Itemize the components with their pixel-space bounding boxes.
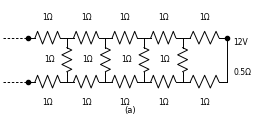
Text: 1Ω: 1Ω xyxy=(158,13,169,22)
Text: 12V: 12V xyxy=(234,38,248,47)
Text: (a): (a) xyxy=(124,106,136,115)
Text: 1Ω: 1Ω xyxy=(44,55,55,64)
Text: 1Ω: 1Ω xyxy=(121,55,132,64)
Text: 1Ω: 1Ω xyxy=(158,98,169,107)
Text: 0.5Ω: 0.5Ω xyxy=(234,68,252,77)
Text: 1Ω: 1Ω xyxy=(81,98,91,107)
Text: 1Ω: 1Ω xyxy=(199,98,210,107)
Text: 1Ω: 1Ω xyxy=(119,13,130,22)
Text: 1Ω: 1Ω xyxy=(82,55,93,64)
Text: 1Ω: 1Ω xyxy=(199,13,210,22)
Text: 1Ω: 1Ω xyxy=(119,98,130,107)
Text: 1Ω: 1Ω xyxy=(160,55,170,64)
Text: 1Ω: 1Ω xyxy=(42,13,53,22)
Text: 1Ω: 1Ω xyxy=(42,98,53,107)
Text: 1Ω: 1Ω xyxy=(81,13,91,22)
